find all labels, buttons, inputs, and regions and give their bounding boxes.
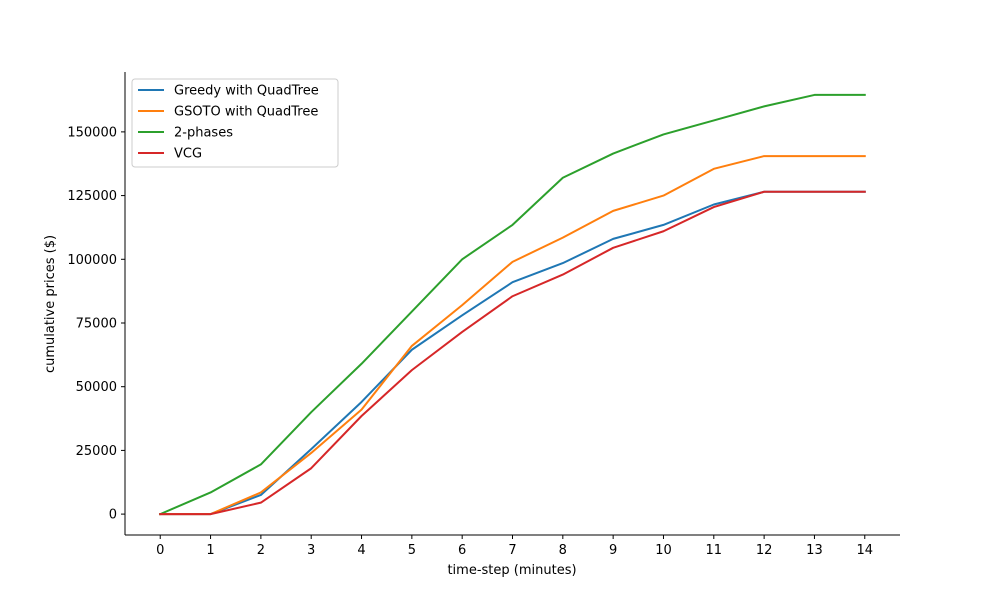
- x-tick-label: 6: [458, 543, 466, 558]
- y-tick-label: 125000: [67, 189, 117, 204]
- legend-label: Greedy with QuadTree: [174, 84, 319, 99]
- series-layer: [158, 93, 866, 516]
- x-tick-label: 3: [307, 543, 315, 558]
- x-tick-label: 10: [655, 543, 672, 558]
- legend-label: VCG: [174, 147, 202, 162]
- legend-label: GSOTO with QuadTree: [174, 105, 318, 120]
- x-tick-label: 8: [559, 543, 567, 558]
- y-axis-label: cumulative prices ($): [43, 235, 58, 373]
- x-tick-label: 4: [357, 543, 365, 558]
- y-tick-label: 75000: [76, 316, 117, 331]
- x-tick-label: 14: [856, 543, 873, 558]
- x-tick-label: 11: [706, 543, 723, 558]
- axes-layer: 0 1 2 3 4 5 6 7 8 9 10 11 12 13 1402500050000750001000…: [67, 72, 900, 558]
- series-line-4: [159, 190, 866, 516]
- y-tick-label: 25000: [76, 444, 117, 459]
- x-tick-label: 5: [408, 543, 416, 558]
- x-tick-label: 0: [156, 543, 164, 558]
- y-tick-label: 150000: [67, 125, 117, 140]
- x-tick-label: 7: [508, 543, 516, 558]
- x-tick-label: 2: [257, 543, 265, 558]
- x-tick-label: 13: [806, 543, 823, 558]
- x-tick-label: 1: [206, 543, 214, 558]
- x-axis-label: time-step (minutes): [447, 563, 576, 578]
- series-line-1: [159, 190, 866, 516]
- y-tick-label: 50000: [76, 380, 117, 395]
- x-tick-label: 9: [609, 543, 617, 558]
- series-line-3: [158, 93, 866, 516]
- y-tick-label: 0: [109, 508, 117, 523]
- y-tick-label: 100000: [67, 253, 117, 268]
- x-tick-label: 12: [756, 543, 773, 558]
- series-line-2: [159, 155, 866, 516]
- legend-frame: [131, 78, 339, 168]
- legend: Greedy with QuadTree GSOTO with QuadTree 2…: [131, 78, 339, 168]
- legend-label: 2-phases: [174, 126, 233, 141]
